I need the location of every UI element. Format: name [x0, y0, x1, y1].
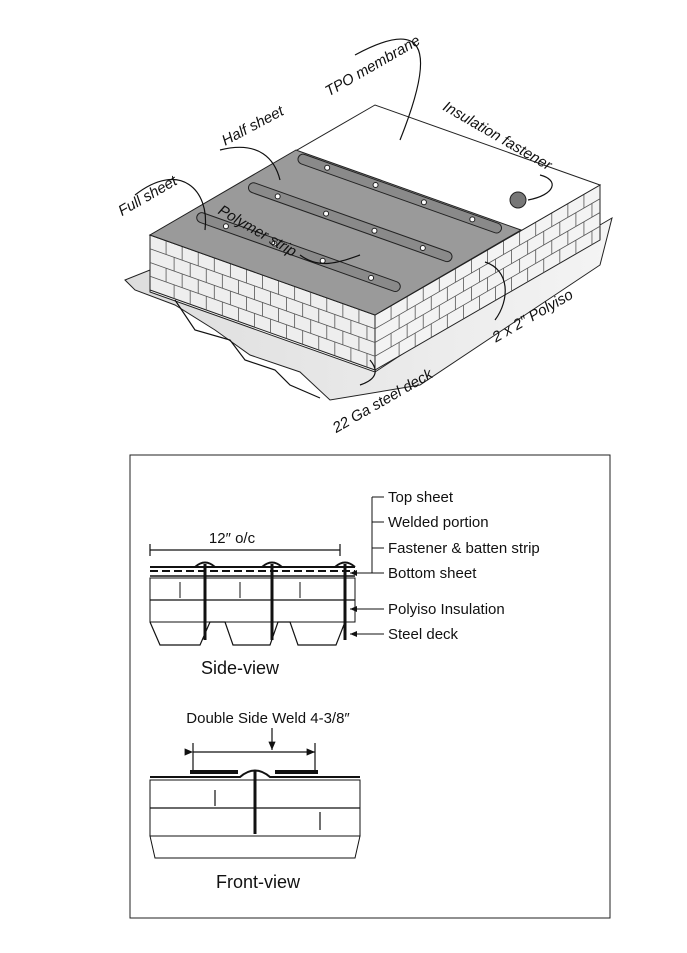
label: Full sheet [115, 172, 181, 220]
strip [249, 183, 452, 262]
strip-fastener [324, 164, 331, 171]
batten [194, 561, 216, 568]
batten [334, 561, 356, 568]
isometric-view: Full sheet Half sheet TPO membrane Insul… [115, 32, 613, 437]
spacing-label: 12″ o/c [209, 530, 256, 547]
strip-fastener [323, 210, 330, 217]
strip [197, 213, 400, 291]
legend-entry: Fastener & batten strip [388, 540, 540, 557]
strip-fastener [271, 240, 278, 247]
strip-fastener [419, 245, 426, 251]
deck-flutes [174, 299, 321, 399]
polymer-strips [196, 153, 502, 292]
label: Half sheet [219, 102, 287, 149]
legend-entry: Polyiso Insulation [388, 601, 505, 618]
legend: Top sheet Welded portion Fastener & batten… [350, 489, 540, 643]
side-view: 12″ o/c Side-view Top sheet Welded portio… [149, 489, 540, 678]
leader [299, 254, 361, 265]
strip-fastener [372, 182, 379, 188]
leader [219, 146, 281, 181]
strip-fastener [319, 257, 326, 264]
strip-fastener [368, 274, 375, 281]
view-title: Front-view [216, 872, 301, 892]
leader [354, 38, 422, 141]
leader [484, 261, 506, 321]
insulation-joints [149, 194, 601, 368]
membrane [148, 149, 523, 316]
strip-fastener [420, 199, 427, 206]
leader [134, 179, 207, 231]
steel-deck [124, 216, 613, 401]
strip-fastener [274, 193, 281, 200]
view-title: Side-view [201, 658, 280, 678]
label: TPO membrane [322, 32, 423, 100]
batten [261, 561, 283, 568]
legend-entry: Top sheet [388, 489, 454, 506]
fasteners [179, 561, 356, 640]
detail-frame [129, 454, 611, 919]
legend-entry: Welded portion [388, 514, 489, 531]
strip [298, 154, 501, 233]
strip-fastener [469, 216, 476, 223]
strip-fastener [222, 223, 229, 230]
dimension-label: Double Side Weld 4-3/8″ [186, 710, 350, 727]
legend-entry: Steel deck [388, 626, 459, 643]
legend-entry: Bottom sheet [388, 565, 477, 582]
leader [359, 359, 376, 386]
steel-deck [149, 621, 346, 646]
strip-fastener [371, 227, 378, 234]
insulation-fastener-plate [509, 191, 527, 209]
leader [527, 174, 553, 201]
steel-deck [149, 835, 361, 859]
front-view: Double Side Weld 4-3/8″ Front-view [149, 710, 361, 892]
